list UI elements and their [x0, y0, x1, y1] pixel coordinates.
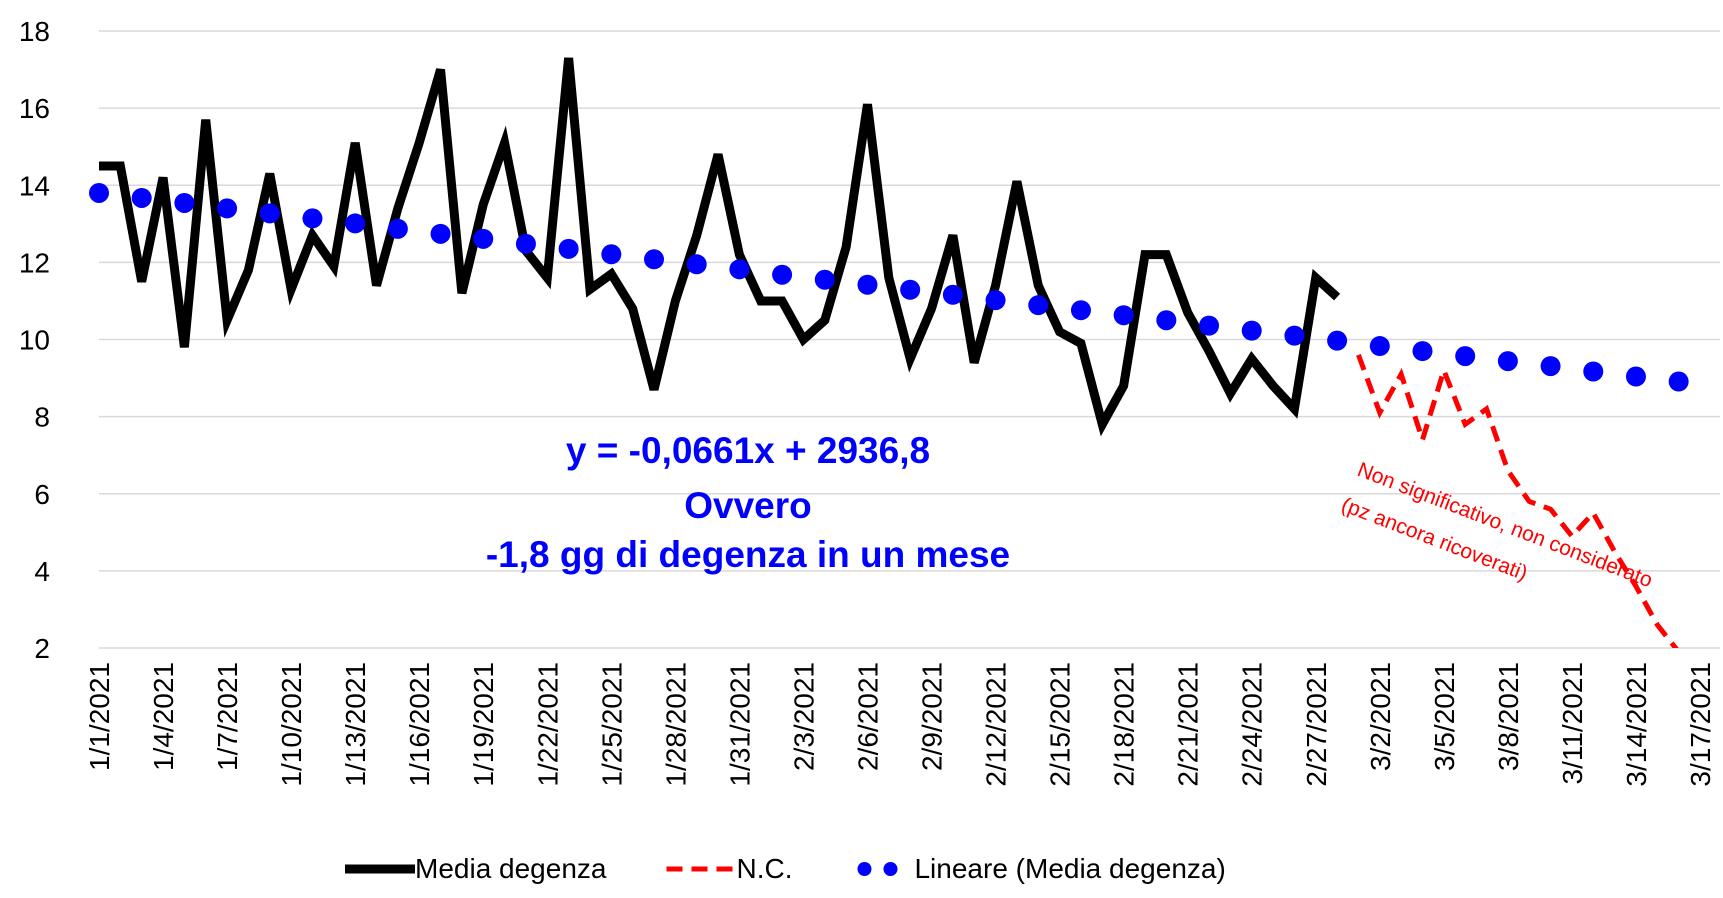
trend-dot	[1369, 336, 1390, 357]
y-tick-label: 6	[34, 479, 50, 510]
x-tick-label: 2/27/2021	[1301, 662, 1332, 787]
annotation: Ovvero	[684, 485, 812, 526]
annotation: -1,8 gg di degenza in un mese	[486, 534, 1010, 575]
x-tick-label: 2/12/2021	[981, 662, 1012, 787]
trend-dot	[217, 198, 238, 219]
trend-dot	[1241, 320, 1262, 341]
trend-dot	[1028, 295, 1049, 316]
trend-dot	[900, 279, 921, 300]
trend-dot	[345, 213, 366, 234]
trend-dot	[174, 192, 195, 213]
y-tick-label: 4	[34, 556, 50, 587]
trend-dot	[1625, 366, 1646, 387]
y-tick-label: 10	[19, 325, 50, 356]
x-tick-label: 3/14/2021	[1621, 662, 1652, 787]
trend-dot	[131, 187, 152, 208]
trend-dot	[1497, 351, 1518, 372]
trend-dot	[515, 233, 536, 254]
x-tick-label: 3/8/2021	[1493, 662, 1524, 771]
x-tick-label: 2/3/2021	[788, 662, 819, 771]
x-tick-label: 3/2/2021	[1365, 662, 1396, 771]
y-tick-label: 14	[19, 170, 50, 201]
trend-dot	[387, 218, 408, 239]
x-tick-label: 3/5/2021	[1429, 662, 1460, 771]
x-tick-label: 2/15/2021	[1045, 662, 1076, 787]
trend-dot	[814, 269, 835, 290]
trend-dot	[1327, 330, 1348, 351]
trend-dot	[259, 203, 280, 224]
x-tick-label: 2/24/2021	[1237, 662, 1268, 787]
x-tick-label: 1/16/2021	[404, 662, 435, 787]
trend-dot	[89, 182, 109, 203]
trend-dot	[1070, 300, 1091, 321]
legend-label: Lineare (Media degenza)	[914, 853, 1225, 884]
x-tick-label: 1/19/2021	[468, 662, 499, 787]
trend-dot	[1113, 305, 1134, 326]
trend-dot	[473, 228, 494, 249]
legend-label: Media degenza	[415, 853, 607, 884]
x-tick-label: 1/7/2021	[212, 662, 243, 771]
trend-dot	[601, 244, 622, 265]
legend-item: Lineare (Media degenza)	[857, 853, 1226, 884]
trend-dot	[1156, 310, 1177, 331]
x-tick-label: 2/21/2021	[1173, 662, 1204, 787]
legend-label: N.C.	[736, 853, 792, 884]
trend-dot	[430, 223, 451, 244]
trend-dot	[1284, 325, 1305, 346]
trend-dot	[729, 259, 750, 280]
x-tick-label: 1/28/2021	[660, 662, 691, 787]
y-tick-label: 12	[19, 247, 50, 278]
trend-dot	[1455, 346, 1476, 367]
y-tick-label: 18	[19, 16, 50, 47]
legend-item: Media degenza	[345, 853, 607, 884]
x-tick-label: 2/9/2021	[917, 662, 948, 771]
trend-dot	[686, 254, 707, 275]
trend-dot	[857, 274, 878, 295]
x-tick-label: 1/13/2021	[340, 662, 371, 787]
x-tick-label: 1/4/2021	[148, 662, 179, 771]
x-tick-label: 1/25/2021	[596, 662, 627, 787]
trend-dot	[644, 249, 665, 270]
trend-dot	[772, 264, 793, 285]
x-tick-label: 1/10/2021	[276, 662, 307, 787]
trend-dot	[302, 208, 323, 229]
trend-dot	[1668, 371, 1689, 392]
trend-dot	[985, 290, 1006, 311]
trend-dot	[942, 284, 963, 305]
legend-swatch	[857, 862, 872, 876]
series-line	[1356, 354, 1679, 648]
series-line	[99, 57, 1341, 437]
legend-item: N.C.	[666, 853, 792, 884]
x-tick-label: 2/6/2021	[852, 662, 883, 771]
trend-dot	[1540, 356, 1561, 377]
legend-swatch	[883, 862, 898, 876]
trend-dot	[1583, 361, 1604, 382]
trend-dot	[1199, 315, 1220, 336]
y-tick-label: 2	[34, 633, 50, 664]
x-tick-label: 1/1/2021	[84, 662, 115, 771]
annotation: y = -0,0661x + 2936,8	[566, 430, 930, 471]
trend-dot	[1412, 341, 1433, 362]
x-tick-label: 3/11/2021	[1557, 662, 1588, 785]
trend-dot	[558, 238, 579, 259]
x-tick-label: 1/31/2021	[724, 662, 755, 787]
x-tick-label: 2/18/2021	[1109, 662, 1140, 787]
y-tick-label: 8	[34, 402, 50, 433]
x-tick-label: 3/17/2021	[1685, 662, 1716, 787]
y-tick-label: 16	[19, 93, 50, 124]
x-tick-label: 1/22/2021	[532, 662, 563, 787]
